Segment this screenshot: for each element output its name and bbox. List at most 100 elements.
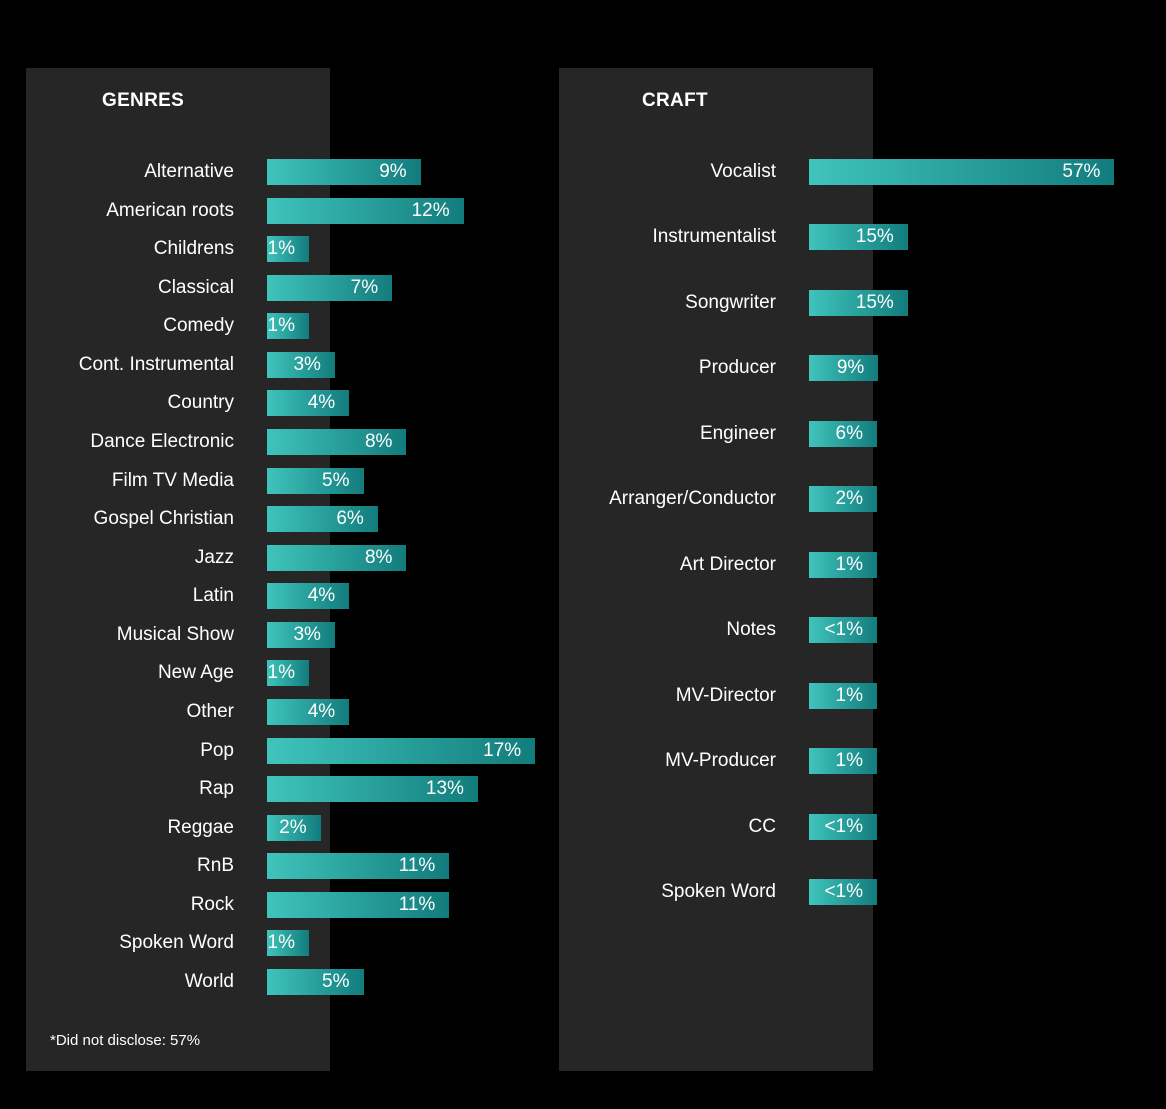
category-label: Spoken Word bbox=[119, 932, 234, 954]
bar bbox=[267, 737, 536, 764]
bar bbox=[267, 968, 364, 995]
bar bbox=[267, 159, 421, 185]
category-label: Gospel Christian bbox=[93, 508, 234, 530]
category-label: Songwriter bbox=[685, 291, 776, 313]
bar-value-label: 8% bbox=[364, 430, 393, 452]
bar bbox=[267, 351, 335, 378]
bar-value-label: 9% bbox=[379, 161, 407, 182]
bar bbox=[809, 420, 877, 447]
category-label: Rap bbox=[199, 778, 234, 800]
category-label: New Age bbox=[157, 662, 234, 684]
category-label: MV-Director bbox=[675, 684, 776, 706]
category-label: Art Director bbox=[679, 553, 776, 575]
category-label: American roots bbox=[106, 199, 234, 221]
footnote: *Did not disclose: 57% bbox=[50, 1032, 201, 1049]
bar bbox=[809, 289, 908, 316]
bar bbox=[267, 660, 309, 687]
bar-value-label: 11% bbox=[398, 893, 436, 915]
category-label: Classical bbox=[157, 276, 234, 298]
bar bbox=[809, 617, 877, 644]
bar bbox=[809, 682, 877, 709]
bar bbox=[267, 776, 478, 803]
bar-value-label: 4% bbox=[307, 392, 336, 414]
category-label: Cont. Instrumental bbox=[78, 353, 234, 375]
bar-value-label: 1% bbox=[267, 315, 295, 337]
bar-value-label: 1% bbox=[835, 553, 863, 575]
bar-value-label: 8% bbox=[364, 546, 393, 568]
bar-value-label: 4% bbox=[307, 700, 336, 722]
bar bbox=[809, 748, 877, 775]
category-label: Instrumentalist bbox=[652, 226, 776, 248]
bar-value-label: 2% bbox=[835, 488, 863, 510]
bar bbox=[267, 583, 350, 610]
bar bbox=[267, 621, 335, 648]
bar-value-label: 6% bbox=[336, 508, 364, 530]
bar bbox=[809, 224, 908, 251]
craft-title: CRAFT bbox=[642, 90, 708, 111]
bar-value-label: 13% bbox=[425, 778, 464, 800]
category-label: Rock bbox=[190, 893, 234, 915]
category-label: Producer bbox=[698, 357, 776, 379]
category-label: Notes bbox=[726, 619, 776, 641]
bar bbox=[809, 159, 1115, 185]
category-label: Jazz bbox=[194, 546, 234, 568]
bar-value-label: 1% bbox=[267, 932, 295, 954]
category-label: Vocalist bbox=[710, 161, 776, 182]
bar bbox=[267, 274, 393, 301]
bar-value-label: 1% bbox=[267, 662, 295, 684]
category-label: World bbox=[184, 970, 234, 992]
bar-value-label: 3% bbox=[293, 623, 321, 645]
bar-value-label: 4% bbox=[307, 585, 336, 607]
bar bbox=[267, 506, 378, 533]
bar-value-label: 17% bbox=[483, 739, 522, 761]
bar-value-label: 57% bbox=[1062, 161, 1101, 182]
category-label: RnB bbox=[197, 855, 234, 877]
bar bbox=[267, 428, 407, 455]
category-label: Alternative bbox=[144, 161, 234, 182]
bar bbox=[267, 313, 309, 340]
bar-value-label: 9% bbox=[836, 357, 865, 379]
bar-value-label: 1% bbox=[267, 238, 295, 260]
bar-value-label: <1% bbox=[824, 815, 863, 837]
bar bbox=[267, 544, 407, 571]
bar bbox=[267, 390, 350, 417]
category-label: Film TV Media bbox=[111, 469, 234, 491]
category-label: Country bbox=[167, 392, 234, 414]
category-label: Musical Show bbox=[116, 623, 234, 645]
category-label: Pop bbox=[200, 739, 234, 761]
category-label: CC bbox=[748, 815, 776, 837]
bar bbox=[267, 853, 450, 880]
bar bbox=[267, 197, 464, 224]
category-label: Reggae bbox=[167, 816, 234, 838]
bar-value-label: 12% bbox=[411, 199, 450, 221]
category-label: Latin bbox=[192, 585, 234, 607]
bar bbox=[809, 878, 877, 905]
category-label: Comedy bbox=[163, 315, 234, 337]
category-label: Arranger/Conductor bbox=[609, 488, 776, 510]
bar bbox=[267, 236, 309, 263]
category-label: Dance Electronic bbox=[90, 430, 234, 452]
category-label: Engineer bbox=[699, 422, 776, 444]
bar-value-label: 15% bbox=[855, 291, 894, 313]
bar-value-label: 5% bbox=[322, 970, 350, 992]
category-label: Other bbox=[186, 700, 234, 722]
bar-value-label: 6% bbox=[835, 422, 863, 444]
bar bbox=[267, 698, 350, 725]
bar-value-label: 3% bbox=[293, 353, 321, 375]
bar-value-label: 1% bbox=[835, 684, 863, 706]
bar-value-label: 15% bbox=[855, 226, 894, 248]
category-label: Childrens bbox=[153, 238, 234, 260]
bar bbox=[267, 891, 450, 918]
bar-value-label: 2% bbox=[279, 816, 307, 838]
category-label: Spoken Word bbox=[661, 880, 776, 902]
category-label: MV-Producer bbox=[665, 750, 776, 772]
bar-value-label: <1% bbox=[824, 619, 863, 641]
bar bbox=[267, 467, 364, 494]
bar bbox=[267, 814, 321, 841]
bar bbox=[809, 355, 879, 382]
bar-value-label: 11% bbox=[398, 855, 436, 877]
genres-title: GENRES bbox=[102, 90, 185, 111]
bar-value-label: 7% bbox=[350, 276, 379, 298]
bar bbox=[809, 813, 877, 840]
bar-value-label: 5% bbox=[322, 469, 350, 491]
